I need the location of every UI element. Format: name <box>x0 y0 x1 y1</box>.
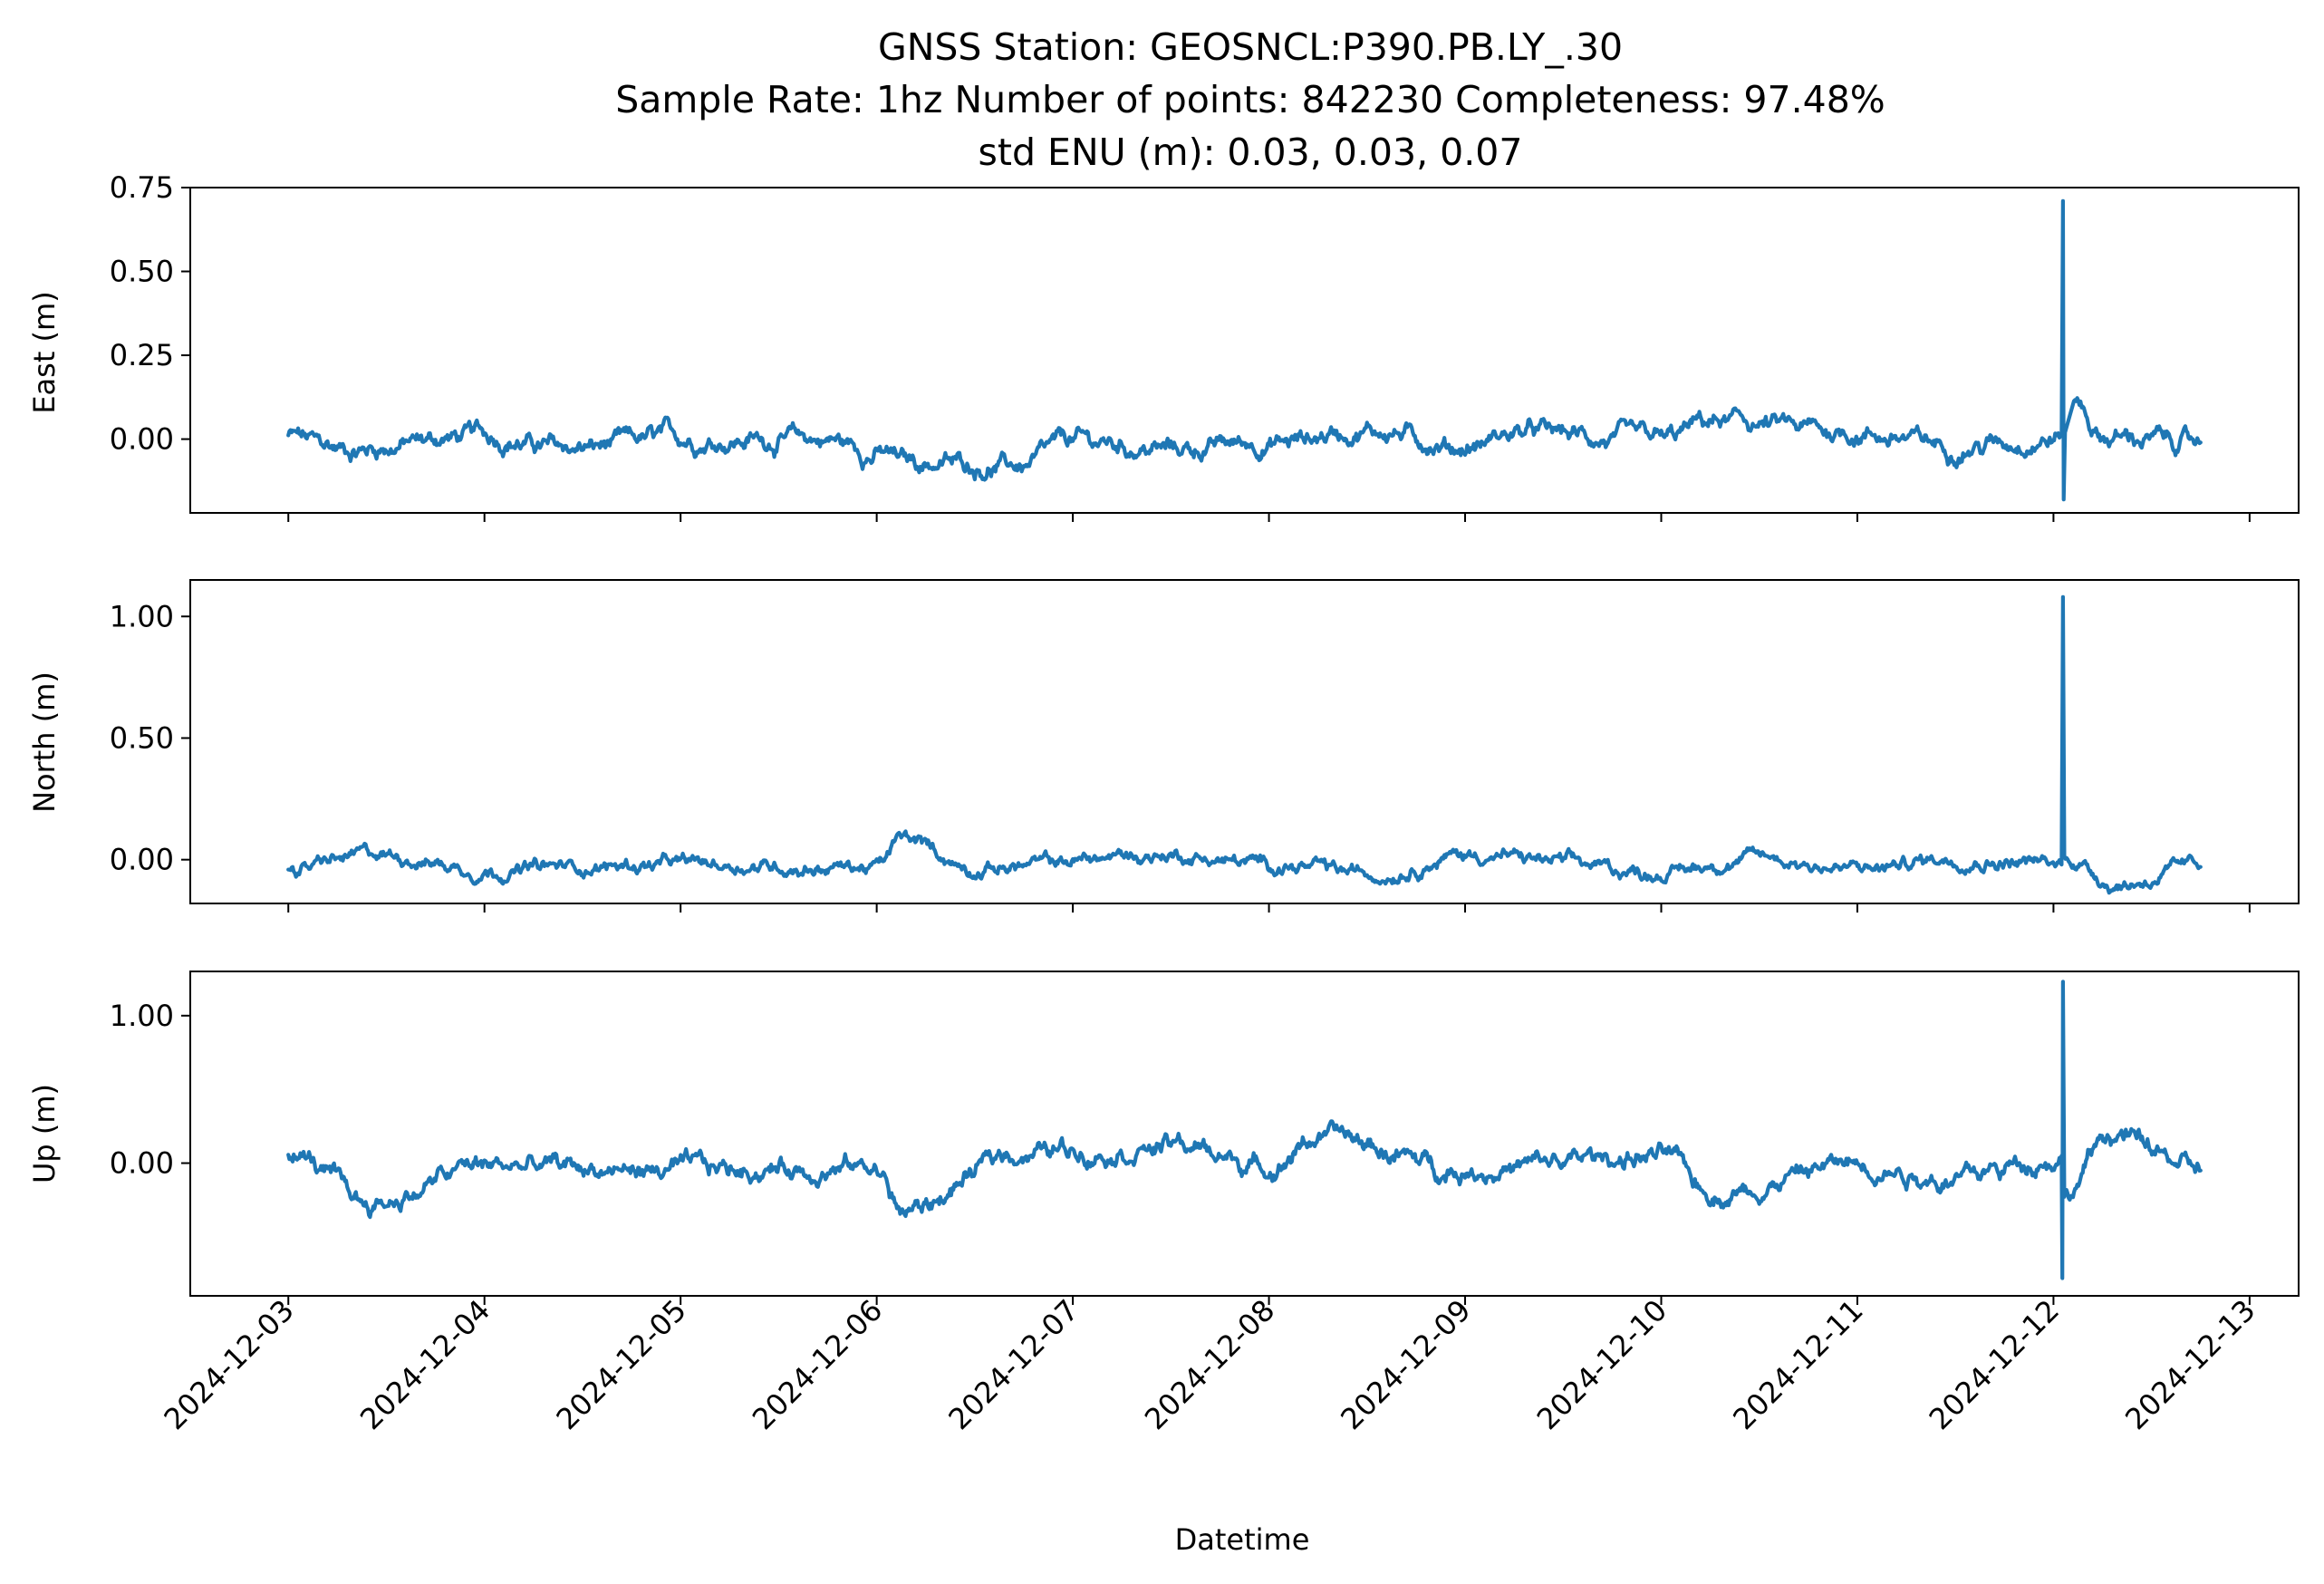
y-tick-label-0-2: 0.25 <box>110 338 174 372</box>
series-line-0 <box>286 198 2203 502</box>
axes-frame-2 <box>189 971 2300 1297</box>
up-panel: Up (m) 1.00 0.00 <box>27 971 2300 1305</box>
chart-title-line-3: std ENU (m): 0.03, 0.03, 0.07 <box>979 130 1523 174</box>
axes-frame-0 <box>189 187 2300 514</box>
north-ylabel: North (m) <box>27 671 62 813</box>
y-tick-label-0-3: 0.00 <box>110 422 174 457</box>
series-line-2 <box>286 980 2203 1280</box>
chart-title-line-1: GNSS Station: GEOSNCL:P390.PB.LY_.30 <box>878 25 1623 69</box>
y-tick-label-1-1: 0.50 <box>110 720 174 755</box>
y-tick-label-1-2: 0.00 <box>110 843 174 877</box>
east-ylabel: East (m) <box>27 291 62 413</box>
east-panel: East (m) 0.75 0.50 0.25 0.00 <box>27 170 2300 522</box>
y-tick-label-2-0: 1.00 <box>110 999 174 1033</box>
y-tick-label-0-1: 0.50 <box>110 255 174 289</box>
axes-frame-1 <box>189 579 2300 904</box>
chart-title-line-2: Sample Rate: 1hz Number of points: 84223… <box>615 78 1885 121</box>
x-axis-label: Datetime <box>1175 1522 1310 1557</box>
y-tick-label-2-1: 0.00 <box>110 1146 174 1181</box>
y-tick-label-0-0: 0.75 <box>110 170 174 205</box>
north-panel: North (m) 1.00 0.50 0.00 <box>27 579 2300 913</box>
y-tick-label-1-0: 1.00 <box>110 599 174 633</box>
up-ylabel: Up (m) <box>27 1084 62 1183</box>
series-line-1 <box>286 594 2203 895</box>
